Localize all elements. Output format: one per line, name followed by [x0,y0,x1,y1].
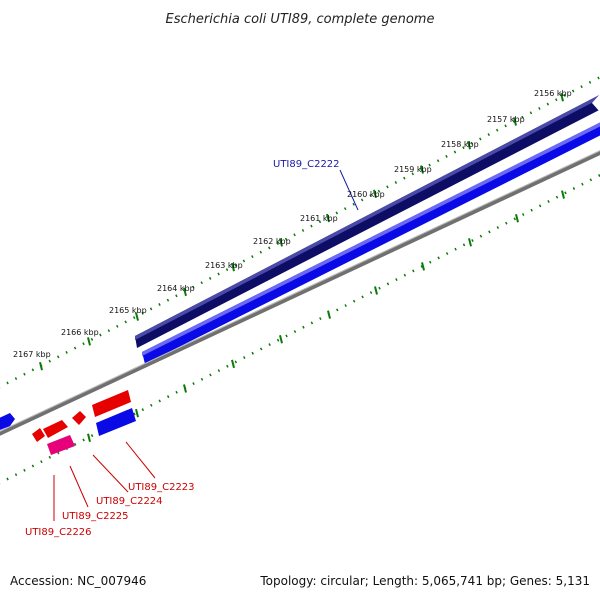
feature-pink [47,435,75,455]
major-tick [87,433,91,442]
tick-label: 2157 kbp [487,115,525,124]
feature-red-3 [43,420,68,438]
major-tick [183,287,187,297]
tick-label: 2164 kbp [157,284,195,293]
gene-label-c2226: UTI89_C2226 [25,527,92,538]
feature-red-2 [72,411,86,425]
tick-label: 2159 kbp [394,165,432,174]
leader-c2225 [69,465,89,508]
reverse-strand-track [142,122,600,364]
major-tick [135,312,139,321]
feature-left-edge [0,413,15,430]
major-ticks-upper [39,93,564,371]
major-tick [421,262,425,271]
major-tick [515,213,519,223]
tick-label: 2165 kbp [109,306,147,315]
tick-label: 2161 kbp [300,214,338,223]
major-tick [183,384,187,393]
leader-c2224 [92,454,129,493]
gene-label-c2223: UTI89_C2223 [128,482,195,493]
tick-label: 2162 kbp [253,237,291,246]
gene-label-c2222: UTI89_C2222 [273,159,340,170]
tick-label: 2163 kbp [205,261,243,270]
backbone-line [0,150,600,436]
forward-strand-track-highlight [135,94,600,340]
major-tick [87,337,91,346]
major-tick [279,335,283,344]
inner-dotted-ring [0,173,600,485]
feature-red-1 [92,390,131,417]
major-tick [39,361,43,371]
major-tick [231,359,235,369]
major-tick [561,190,565,199]
forward-strand-track [135,94,600,348]
gene-label-c2225: UTI89_C2225 [62,511,129,522]
major-ticks-lower [87,190,565,442]
major-tick [231,262,235,272]
genome-stats-text: Topology: circular; Length: 5,065,741 bp… [260,574,590,588]
leader-c2223 [125,441,156,479]
reverse-strand-track-highlight [142,122,600,356]
tick-label: 2158 kbp [441,140,479,149]
major-tick [420,165,424,174]
track-end-arrow [592,94,600,112]
major-tick [374,286,378,295]
major-tick [373,189,377,199]
major-tick [135,408,139,418]
tick-label: 2166 kbp [61,328,99,337]
feature-blue-small [96,408,136,436]
backbone-highlight [0,150,600,432]
gene-label-c2224: UTI89_C2224 [96,496,163,507]
major-tick [327,310,331,319]
major-tick [560,93,564,102]
major-tick [467,141,471,150]
leader-c2222 [339,169,359,211]
accession-text: Accession: NC_007946 [10,574,147,588]
major-tick [468,238,472,247]
tick-label: 2156 kbp [534,89,572,98]
feature-red-4 [32,428,45,442]
major-tick [326,213,330,223]
tick-label: 2167 kbp [13,350,51,359]
major-tick [279,238,283,247]
tick-label: 2160 kbp [347,190,385,199]
map-title: Escherichia coli UTI89, complete genome [166,12,435,27]
major-tick [513,117,517,126]
